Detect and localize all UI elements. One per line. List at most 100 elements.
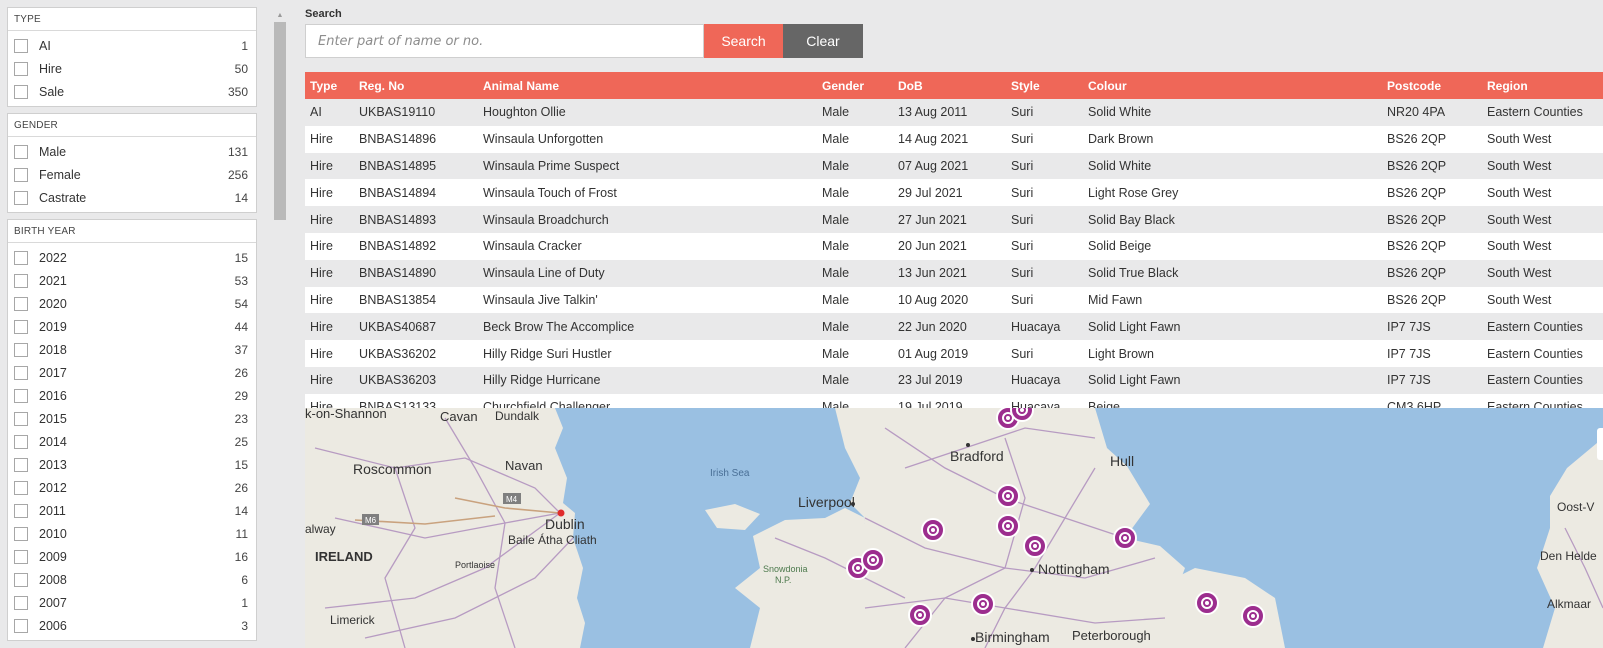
pin-marker-icon[interactable] [908, 603, 932, 627]
table-cell: BNBAS14896 [359, 132, 437, 147]
table-row[interactable]: Hire BNBAS14893 Winsaula Broadchurch Male 27… [305, 206, 1603, 233]
column-header[interactable]: Colour [1083, 72, 1382, 99]
filter-checkbox[interactable] [14, 549, 28, 564]
filter-option-birth-year[interactable]: 2006 3 [8, 614, 256, 637]
column-header[interactable]: Region [1482, 72, 1603, 99]
clear-button[interactable]: Clear [783, 24, 863, 58]
filter-option-birth-year[interactable]: 2020 54 [8, 292, 256, 315]
filter-option-birth-year[interactable]: 2007 1 [8, 591, 256, 614]
column-header[interactable]: Gender [817, 72, 893, 99]
table-row[interactable]: Hire UKBAS36203 Hilly Ridge Hurricane Male 2… [305, 366, 1603, 394]
filter-option-birth-year[interactable]: 2019 44 [8, 315, 256, 338]
filter-option-birth-year[interactable]: 2012 26 [8, 476, 256, 499]
filter-option-birth-year[interactable]: 2011 14 [8, 499, 256, 522]
filter-checkbox[interactable] [14, 342, 28, 357]
filter-checkbox[interactable] [14, 618, 28, 633]
filter-option-birth-year[interactable]: 2015 23 [8, 407, 256, 430]
table-cell: Suri [1011, 346, 1034, 361]
scrollbar-thumb[interactable] [274, 22, 286, 220]
filter-option-type[interactable]: Hire 50 [8, 57, 256, 80]
filter-option-birth-year[interactable]: 2014 25 [8, 430, 256, 453]
table-row[interactable]: Hire BNBAS14895 Winsaula Prime Suspect Male… [305, 152, 1603, 180]
table-row[interactable]: Hire UKBAS36202 Hilly Ridge Suri Hustler Ma… [305, 340, 1603, 367]
table-cell: 07 Aug 2021 [898, 158, 969, 173]
filter-option-count: 14 [234, 190, 248, 205]
filter-option-birth-year[interactable]: 2016 29 [8, 384, 256, 407]
table-cell: Eastern Counties [1487, 105, 1583, 120]
filter-option-type[interactable]: Sale 350 [8, 80, 256, 103]
column-header[interactable]: Postcode [1382, 72, 1482, 99]
column-header[interactable]: Reg. No [354, 72, 478, 99]
filter-option-birth-year[interactable]: 2008 6 [8, 568, 256, 591]
filter-option-gender[interactable]: Male 131 [8, 140, 256, 163]
column-header[interactable]: Type [305, 72, 354, 99]
table-row[interactable]: Hire BNBAS14890 Winsaula Line of Duty Male 1… [305, 259, 1603, 287]
filter-checkbox[interactable] [14, 572, 28, 587]
filter-checkbox[interactable] [14, 434, 28, 449]
table-cell: Light Rose Grey [1088, 185, 1179, 200]
table-row[interactable]: AI UKBAS19110 Houghton Ollie Male 13 Aug 201… [305, 99, 1603, 126]
filter-checkbox[interactable] [14, 319, 28, 334]
filter-option-gender[interactable]: Castrate 14 [8, 186, 256, 209]
filter-checkbox[interactable] [14, 38, 28, 53]
filter-option-birth-year[interactable]: 2009 16 [8, 545, 256, 568]
filter-option-type[interactable]: AI 1 [8, 34, 256, 57]
table-row[interactable]: Hire BNBAS14896 Winsaula Unforgotten Male 14… [305, 125, 1603, 153]
filter-checkbox[interactable] [14, 190, 28, 205]
filter-checkbox[interactable] [14, 61, 28, 76]
filter-option-gender[interactable]: Female 256 [8, 163, 256, 186]
map-view[interactable]: k-on-Shannon Cavan Dundalk Roscommon Nav… [305, 408, 1603, 648]
table-row[interactable]: Hire BNBAS14892 Winsaula Cracker Male 20 Jun… [305, 232, 1603, 260]
filter-checkbox[interactable] [14, 365, 28, 380]
column-header[interactable]: DoB [893, 72, 1006, 99]
search-label: Search [305, 8, 342, 20]
filter-checkbox[interactable] [14, 595, 28, 610]
table-row[interactable]: Hire BNBAS13133 Churchfield Challenger Male… [305, 393, 1603, 408]
filter-checkbox[interactable] [14, 167, 28, 182]
pin-marker-icon[interactable] [971, 592, 995, 616]
pin-marker-icon[interactable] [996, 514, 1020, 538]
filter-checkbox[interactable] [14, 388, 28, 403]
filter-checkbox[interactable] [14, 250, 28, 265]
filter-checkbox[interactable] [14, 144, 28, 159]
pin-marker-icon[interactable] [1241, 604, 1265, 628]
filter-option-birth-year[interactable]: 2010 11 [8, 522, 256, 545]
filter-checkbox[interactable] [14, 526, 28, 541]
scroll-up-icon[interactable]: ▲ [276, 11, 284, 19]
table-row[interactable]: Hire UKBAS40687 Beck Brow The Accomplice Ma… [305, 313, 1603, 341]
pin-marker-icon[interactable] [1023, 534, 1047, 558]
filter-checkbox[interactable] [14, 411, 28, 426]
filter-option-label: 2006 [39, 618, 67, 633]
pin-marker-icon[interactable] [1195, 591, 1219, 615]
filter-checkbox[interactable] [14, 480, 28, 495]
filter-option-birth-year[interactable]: 2021 53 [8, 269, 256, 292]
search-input[interactable] [305, 24, 704, 58]
table-row[interactable]: Hire BNBAS14894 Winsaula Touch of Frost Mal… [305, 179, 1603, 207]
filter-option-birth-year[interactable]: 2013 15 [8, 453, 256, 476]
map-canvas[interactable]: k-on-Shannon Cavan Dundalk Roscommon Nav… [305, 408, 1603, 648]
table-row[interactable]: Hire BNBAS13854 Winsaula Jive Talkin' Male 1… [305, 286, 1603, 314]
column-header[interactable]: Style [1006, 72, 1083, 99]
filter-checkbox[interactable] [14, 296, 28, 311]
map-label: Birmingham [975, 629, 1050, 645]
filter-title-birth-year: BIRTH YEAR [8, 220, 256, 243]
filter-checkbox[interactable] [14, 457, 28, 472]
pin-marker-icon[interactable] [861, 548, 885, 572]
column-header[interactable]: Animal Name [478, 72, 817, 99]
pin-marker-icon[interactable] [1010, 408, 1034, 422]
table-cell: Solid White [1088, 158, 1152, 173]
map-control-button[interactable] [1597, 428, 1603, 460]
filter-checkbox[interactable] [14, 503, 28, 518]
pin-marker-icon[interactable] [1113, 526, 1137, 550]
pin-marker-icon[interactable] [921, 518, 945, 542]
map-markers[interactable] [846, 408, 1265, 628]
filter-checkbox[interactable] [14, 84, 28, 99]
search-button[interactable]: Search [704, 24, 783, 58]
filter-option-birth-year[interactable]: 2022 15 [8, 246, 256, 269]
filter-option-birth-year[interactable]: 2017 26 [8, 361, 256, 384]
filter-option-birth-year[interactable]: 2018 37 [8, 338, 256, 361]
sidebar-scrollbar[interactable]: ▲ [273, 8, 287, 648]
pin-marker-icon[interactable] [996, 484, 1020, 508]
map-label: Snowdonia [763, 564, 808, 574]
filter-checkbox[interactable] [14, 273, 28, 288]
